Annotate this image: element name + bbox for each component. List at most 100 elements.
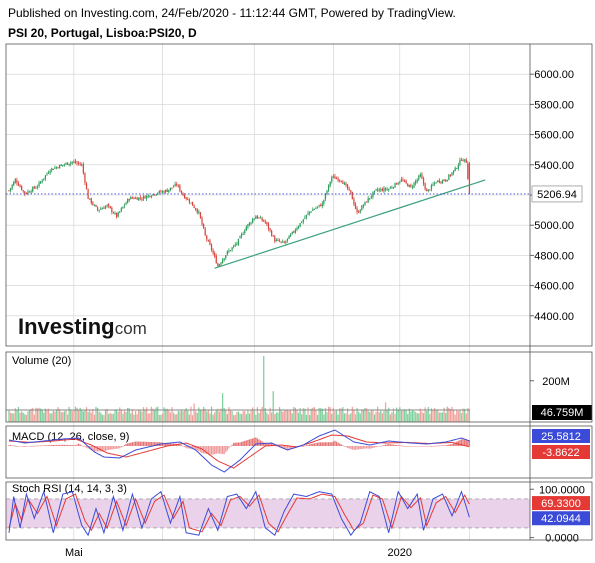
macd-histogram-bar [57,444,59,446]
volume-bar [123,410,126,422]
volume-bar [323,414,325,422]
price-candle-body [98,209,100,211]
price-candle [90,197,92,205]
price-candle [153,194,156,196]
price-candle [79,161,81,166]
macd-histogram-bar [27,446,29,447]
price-candle [65,162,67,166]
price-candle [54,165,56,170]
volume-bar [288,410,290,422]
price-candle [438,178,440,184]
volume-bar [142,407,145,422]
price-candle-body [354,203,357,209]
macd-histogram-bar [155,442,157,446]
macd-histogram-bar [22,446,24,447]
macd-histogram-bar [305,445,308,446]
y-tick-label-3: 5400.00 [534,160,574,172]
price-candle-body [332,176,334,178]
macd-histogram-bar [464,439,466,446]
macd-histogram-bar [195,446,197,450]
volume-bar [454,414,456,422]
price-pane-frame [5,43,593,347]
macd-histogram-bar [384,444,387,446]
macd-histogram-bar [259,440,262,446]
macd-histogram-bar [242,441,244,446]
price-candle-body [370,196,372,198]
price-candle-body [60,164,62,166]
price-candle-body [377,189,379,191]
price-candle [174,181,176,187]
volume-bar [133,414,135,422]
price-candle [180,190,183,194]
x-tick-label-1: 2020 [388,547,412,559]
volume-bar [429,413,431,422]
price-candle-body [66,162,69,165]
price-candle-body [139,197,141,199]
price-candle-body [283,241,285,243]
macd-histogram-bar [191,446,194,449]
volume-bar [315,410,317,422]
volume-bar [183,409,186,422]
volume-bar [212,414,214,422]
macd-histogram-bar [269,443,271,446]
price-candle-body [152,193,154,196]
price-candle [266,221,268,226]
price-candle [9,187,12,193]
price-candle-body [119,211,121,213]
volume-bar [318,407,320,422]
price-candle [372,191,374,200]
volume-bar [449,408,452,422]
price-candle-body [361,205,363,211]
axis-layer: Mai20206000.005800.005600.005400.005200.… [65,69,592,559]
price-candle-body [138,197,140,201]
volume-bar [327,406,330,422]
price-candle [467,161,469,180]
price-candle [301,221,303,224]
volume-bar [457,411,459,422]
macd-histogram-bar [375,446,377,448]
price-candle [206,234,208,242]
price-candle [315,206,317,210]
macd-histogram-bar [182,446,184,447]
price-candle [356,206,358,215]
price-candle [421,172,423,180]
price-candle [451,172,453,177]
price-candle [21,185,23,191]
price-candle [144,195,146,199]
price-candle [280,241,282,244]
price-candle-body [267,223,270,229]
macd-histogram-bar [433,445,436,447]
price-candle-body [204,228,206,236]
volume-bar [433,407,436,422]
macd-histogram-bar [405,446,407,447]
price-candle [459,157,461,167]
price-candle-body [100,208,102,210]
price-candle-body [212,250,214,254]
macd-histogram-bar [427,446,429,447]
price-candle [55,166,58,170]
price-candle [146,195,148,201]
price-candle-body [421,174,423,179]
price-candle-body [28,191,31,193]
macd-histogram-bar [397,445,399,446]
volume-bar [427,407,429,422]
macd-histogram-bar [95,446,97,452]
macd-histogram-bar [266,443,268,446]
price-candle-body [391,187,393,189]
macd-histogram-bar [28,446,31,447]
price-candle [198,209,200,215]
price-candle [263,219,265,222]
price-candle [233,244,235,249]
macd-histogram-bar [108,446,110,450]
volume-bar [101,414,103,422]
volume-bar [400,410,403,422]
price-candle [375,188,377,191]
price-candle [60,163,62,166]
macd-histogram-bar [301,446,303,447]
price-candle-body [46,173,48,175]
volume-bar [108,413,110,422]
macd-histogram-bar [77,443,80,446]
price-candle-body [92,202,94,205]
